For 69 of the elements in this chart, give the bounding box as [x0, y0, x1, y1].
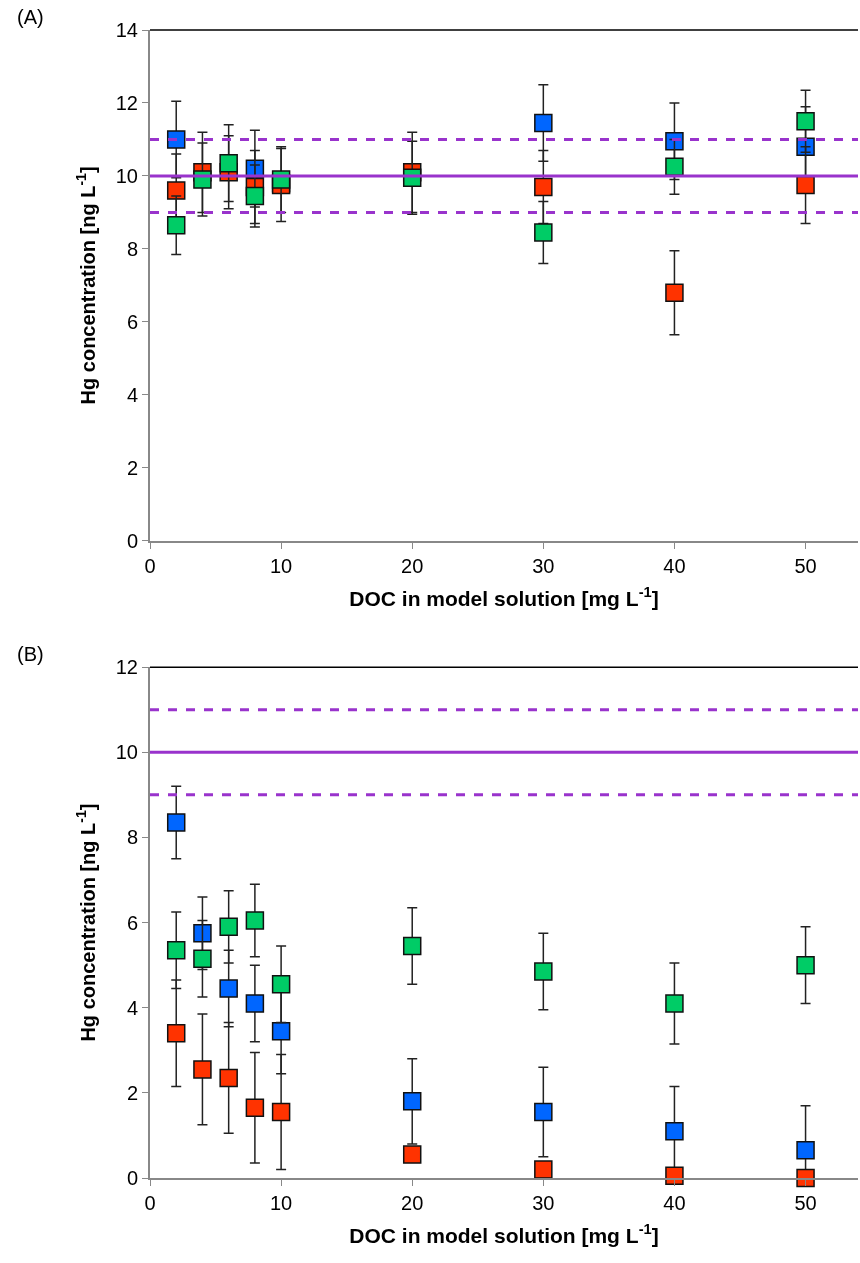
point — [796, 1141, 815, 1160]
x-tick-label: 40 — [663, 554, 686, 577]
point — [665, 1166, 684, 1186]
y-tick-label: 8 — [126, 237, 138, 260]
x-tick-label: 50 — [794, 554, 817, 577]
text: (A) — [17, 6, 44, 28]
point — [166, 215, 186, 235]
point — [245, 1098, 265, 1118]
x-tick-label: 10 — [269, 554, 293, 577]
y-tick-label: 6 — [126, 911, 138, 934]
point — [193, 923, 212, 943]
point — [166, 130, 186, 149]
point — [796, 1168, 815, 1188]
point — [271, 975, 291, 994]
y-tick-label: 12 — [115, 91, 138, 114]
point — [534, 113, 553, 133]
text: (B) — [17, 643, 44, 665]
x-tick-label: 0 — [144, 554, 156, 577]
point — [245, 994, 265, 1013]
point — [193, 1060, 212, 1079]
point — [166, 940, 186, 960]
y-tick-label: 10 — [115, 741, 138, 764]
y-tick-label: 14 — [115, 19, 138, 41]
point — [534, 223, 553, 242]
x-tick-label: 40 — [663, 1192, 686, 1214]
y-tick-label: 4 — [126, 996, 138, 1019]
x-tick-label: 30 — [532, 554, 555, 577]
point — [245, 186, 265, 206]
y-tick-label: 2 — [126, 1081, 138, 1104]
x-tick-label: 0 — [144, 1192, 156, 1214]
x-axis-title: DOC in model solution [mg L$^{-1}$] — [349, 1220, 659, 1247]
point — [271, 1021, 291, 1041]
point — [219, 917, 238, 937]
y-tick-label: 12 — [115, 656, 138, 679]
y-tick-label: 0 — [126, 529, 138, 552]
point — [534, 177, 553, 197]
point — [796, 955, 815, 975]
x-tick-label: 50 — [794, 1192, 817, 1214]
y-tick-label: 4 — [126, 383, 138, 406]
point — [402, 936, 422, 956]
x-tick-label: 20 — [401, 1192, 424, 1214]
point — [534, 962, 553, 981]
point — [193, 949, 212, 969]
y-tick-label: 2 — [126, 456, 138, 479]
y-tick-label: 8 — [126, 826, 138, 849]
point — [796, 111, 815, 131]
point — [402, 1145, 422, 1164]
x-tick-label: 30 — [532, 1192, 555, 1214]
point — [166, 1024, 186, 1043]
x-axis-title: DOC in model solution [mg L$^{-1}$] — [349, 583, 659, 610]
point — [534, 1102, 553, 1122]
point — [665, 283, 684, 302]
point — [245, 911, 265, 930]
point — [166, 813, 186, 832]
point — [665, 1121, 684, 1141]
x-tick-label: 10 — [269, 1192, 293, 1214]
point — [402, 1092, 422, 1111]
point — [219, 979, 238, 998]
point — [166, 181, 186, 200]
point — [271, 1102, 291, 1122]
point — [534, 1160, 553, 1179]
y-tick-label: 6 — [126, 310, 138, 333]
y-tick-label: 10 — [115, 164, 138, 187]
point — [219, 1068, 238, 1088]
y-tick-label: 0 — [126, 1167, 138, 1189]
point — [665, 994, 684, 1013]
point — [796, 175, 815, 195]
x-tick-label: 20 — [401, 554, 424, 577]
point — [219, 153, 238, 173]
